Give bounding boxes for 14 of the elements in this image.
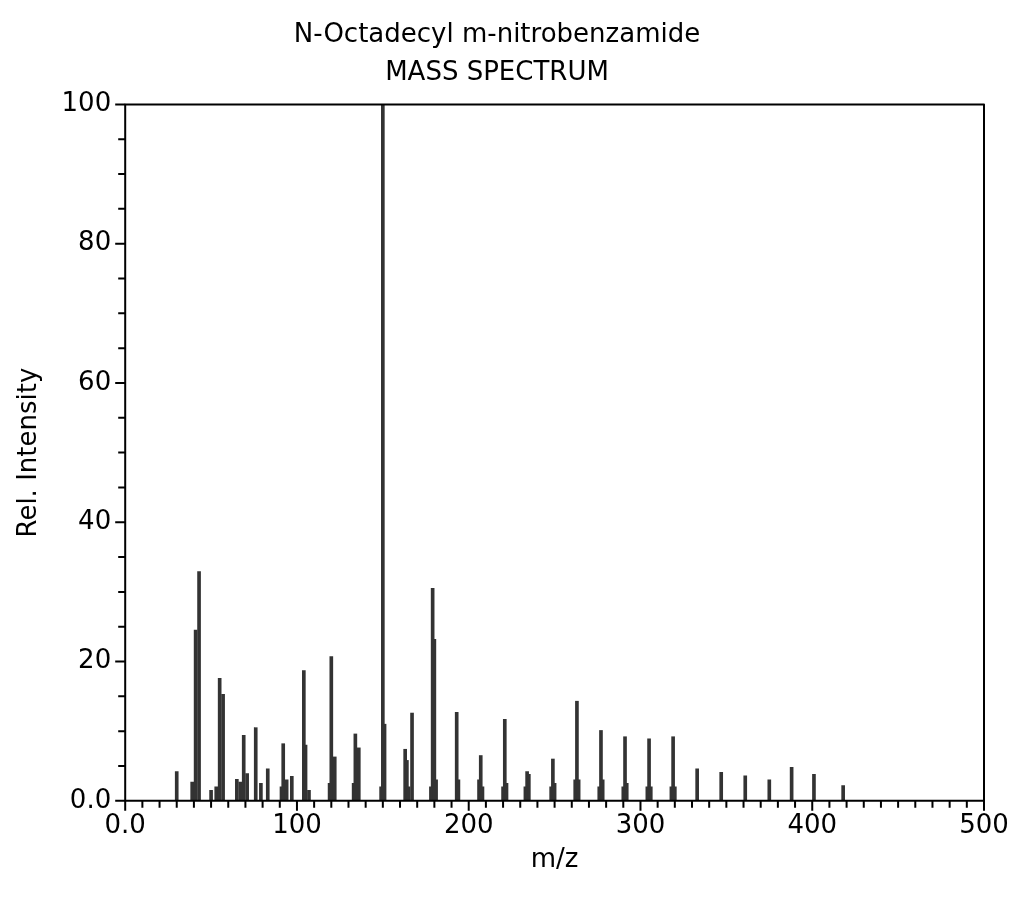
y-axis-title: Rel. Intensity — [12, 367, 43, 538]
x-tick-label: 100 — [272, 808, 322, 839]
x-tick-label: 200 — [443, 808, 494, 839]
y-tick-label: 40 — [78, 504, 112, 535]
x-tick-label: 500 — [959, 808, 1009, 839]
y-tick-label: 80 — [78, 226, 112, 257]
x-tick-label: 300 — [615, 808, 666, 839]
y-tick-label: 60 — [78, 365, 112, 396]
chart-title: N-Octadecyl m-nitrobenzamide — [293, 18, 701, 49]
y-tick-label: 20 — [78, 644, 112, 675]
y-tick-label: 100 — [61, 87, 112, 118]
chart-subtitle: MASS SPECTRUM — [385, 55, 609, 86]
x-tick-label: 400 — [787, 808, 838, 839]
x-axis-title: m/z — [530, 843, 579, 874]
